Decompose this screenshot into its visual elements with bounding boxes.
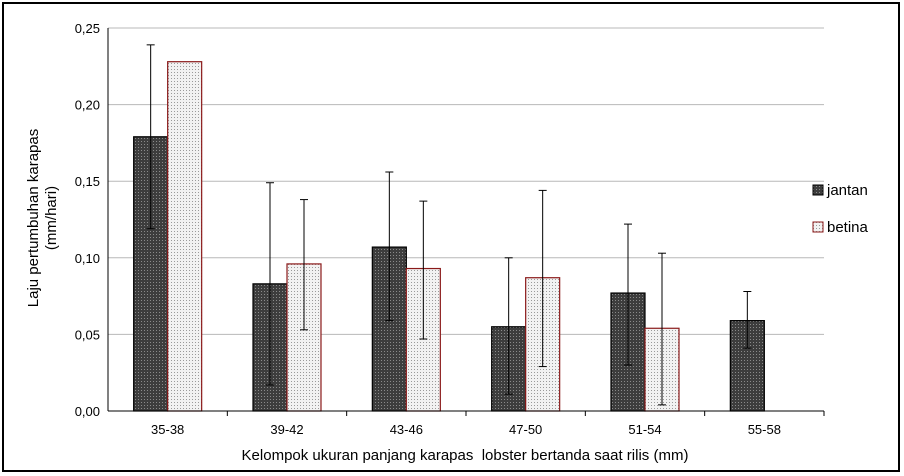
legend-swatch-betina — [812, 221, 824, 233]
x-tick-label: 43-46 — [390, 422, 423, 437]
y-axis-title-line2: (mm/hari) — [43, 186, 60, 250]
legend-label-betina: betina — [827, 219, 869, 236]
legend-swatch-jantan — [812, 184, 824, 196]
x-axis-title: Kelompok ukuran panjang karapas lobster … — [242, 447, 689, 464]
x-tick-label: 47-50 — [509, 422, 542, 437]
x-tick-label: 55-58 — [748, 422, 781, 437]
x-tick-labels: 35-38 39-42 43-46 47-50 51-54 55-58 — [151, 422, 781, 437]
y-tick-labels: 0,00 0,05 0,10 0,15 0,20 0,25 — [75, 21, 100, 419]
y-tick-label: 0,00 — [75, 404, 100, 419]
y-tick-label: 0,15 — [75, 174, 100, 189]
x-tick-label: 39-42 — [270, 422, 303, 437]
legend: jantan betina — [812, 182, 869, 236]
x-tick-label: 35-38 — [151, 422, 184, 437]
axes — [107, 28, 825, 416]
y-tick-label: 0,20 — [75, 98, 100, 113]
x-tick-label: 51-54 — [628, 422, 661, 437]
y-tick-label: 0,05 — [75, 327, 100, 342]
bar-betina — [167, 61, 203, 412]
gridlines — [108, 27, 824, 335]
y-tick-label: 0,25 — [75, 21, 100, 36]
y-axis-title-line1: Laju pertumbuhan karapas — [25, 129, 42, 307]
legend-label-jantan: jantan — [826, 182, 868, 199]
y-tick-label: 0,10 — [75, 251, 100, 266]
error-bars — [146, 44, 752, 406]
bars — [133, 61, 765, 412]
